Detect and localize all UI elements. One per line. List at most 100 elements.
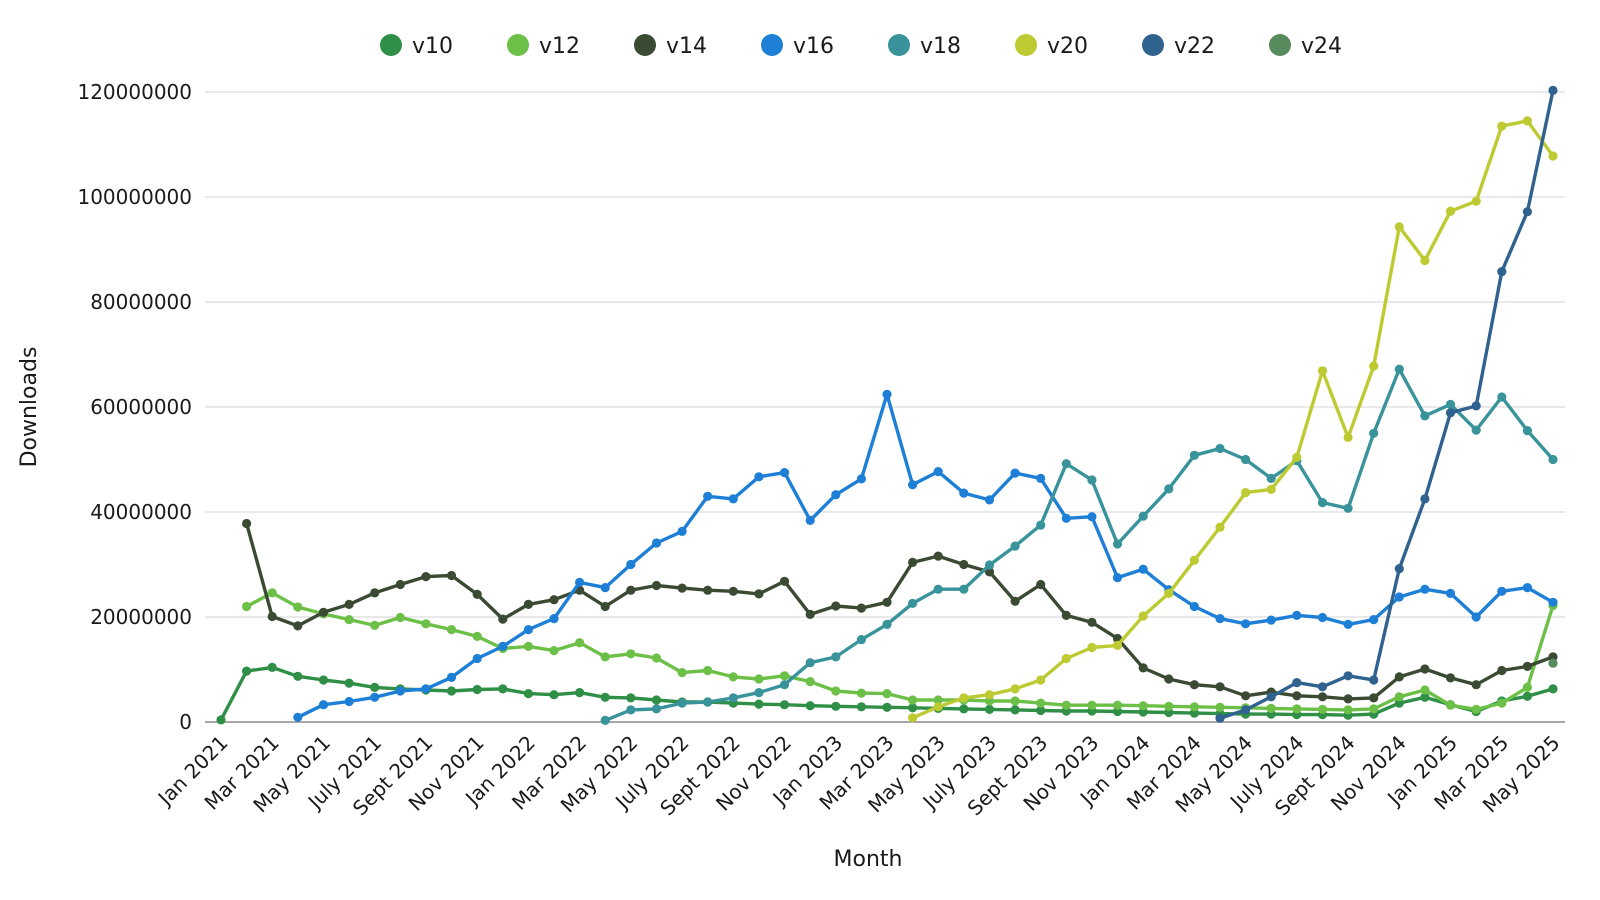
data-point [1189, 555, 1199, 565]
legend-item-v14[interactable]: v14 [634, 34, 707, 59]
legend-label-v22: v22 [1174, 34, 1215, 59]
data-point [703, 585, 713, 595]
data-point [984, 696, 995, 706]
data-point [523, 641, 534, 652]
y-tick-label: 100000000 [77, 185, 192, 209]
data-point [1010, 705, 1020, 715]
data-point [267, 588, 277, 598]
data-point [1241, 488, 1251, 498]
data-point [1369, 615, 1379, 625]
data-point [703, 697, 713, 707]
data-point [395, 612, 405, 623]
data-point [1522, 661, 1532, 672]
data-point [831, 686, 841, 696]
data-point [1215, 702, 1225, 712]
data-point [1112, 573, 1123, 583]
data-point [344, 615, 354, 625]
legend-swatch-v12 [507, 34, 529, 56]
legend-item-v18[interactable]: v18 [888, 34, 961, 59]
data-point [549, 690, 559, 700]
series-v20 [908, 116, 1558, 723]
data-point [370, 692, 380, 702]
data-point [959, 559, 969, 570]
data-point [293, 621, 303, 631]
data-point [1343, 432, 1353, 442]
data-point [549, 646, 559, 656]
series-v12-line [244, 591, 1555, 712]
legend-item-v16[interactable]: v16 [761, 34, 834, 59]
y-tick-label: 60000000 [90, 395, 192, 419]
data-point [344, 696, 354, 707]
legend-item-v24[interactable]: v24 [1269, 34, 1342, 59]
data-point [472, 653, 482, 664]
data-point [1292, 678, 1302, 688]
series-v16 [293, 389, 1558, 722]
gridlines [205, 91, 1565, 723]
data-point [267, 611, 277, 622]
data-point [1087, 512, 1097, 522]
data-point [856, 603, 867, 613]
data-point [1112, 539, 1123, 549]
legend-label-v18: v18 [920, 34, 961, 59]
legend-swatch-v14 [634, 34, 656, 56]
data-point [1522, 207, 1532, 217]
data-point [651, 704, 662, 714]
data-point [1471, 680, 1481, 690]
data-point [267, 662, 277, 673]
legend-label-v16: v16 [793, 34, 834, 59]
legend-item-v10[interactable]: v10 [380, 34, 453, 59]
data-point [703, 491, 713, 501]
data-point [1369, 675, 1379, 685]
data-point [933, 695, 943, 705]
data-point [754, 472, 764, 482]
data-point [1497, 121, 1507, 131]
data-point [421, 684, 431, 694]
data-point [1343, 705, 1353, 715]
data-point [1522, 116, 1532, 126]
data-point [805, 609, 815, 620]
data-point [1548, 85, 1558, 95]
data-point [1445, 700, 1456, 710]
data-point [1522, 583, 1532, 593]
data-point [1445, 399, 1456, 409]
data-point [600, 652, 610, 662]
data-point [651, 538, 662, 548]
data-point [1215, 682, 1225, 692]
data-point [1445, 408, 1456, 418]
data-point [779, 468, 790, 478]
data-point [1266, 473, 1276, 483]
data-point [1189, 708, 1199, 718]
data-point [1420, 494, 1430, 504]
data-point [344, 599, 354, 610]
legend-label-v20: v20 [1047, 34, 1088, 59]
y-tick-label: 80000000 [90, 290, 192, 314]
data-point [1420, 692, 1430, 702]
data-point [446, 625, 457, 635]
data-point [882, 702, 892, 712]
data-point [677, 583, 687, 593]
data-point [882, 689, 892, 699]
legend-item-v22[interactable]: v22 [1142, 34, 1215, 59]
data-point [1522, 426, 1532, 436]
data-point [856, 688, 867, 698]
data-point [1420, 255, 1430, 266]
data-point [446, 686, 457, 696]
data-point [779, 700, 790, 710]
legend-swatch-v18 [888, 34, 910, 56]
legend-item-v20[interactable]: v20 [1015, 34, 1088, 59]
data-point [1061, 513, 1071, 523]
data-point [908, 695, 918, 705]
data-point [1292, 610, 1302, 621]
data-point [1112, 640, 1123, 651]
data-point [1241, 619, 1251, 629]
legend-item-v12[interactable]: v12 [507, 34, 580, 59]
data-point [498, 614, 508, 624]
series-v12 [242, 588, 1558, 715]
data-point [600, 601, 610, 612]
data-point [626, 585, 636, 595]
data-point [318, 700, 329, 710]
data-point [1317, 498, 1328, 508]
data-point [1445, 673, 1456, 683]
